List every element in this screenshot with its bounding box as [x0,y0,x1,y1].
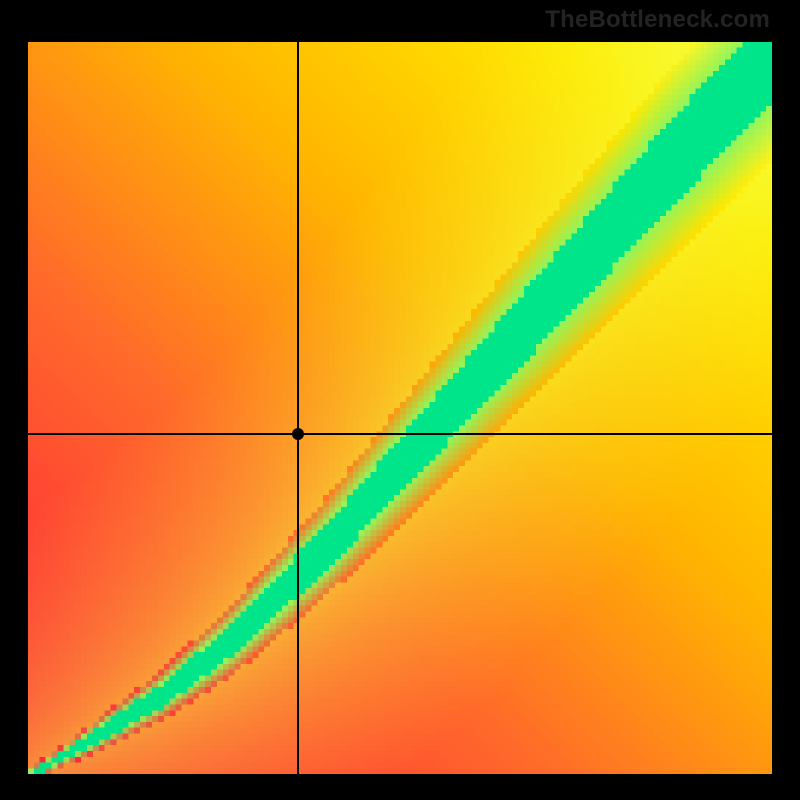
crosshair-dot [292,428,304,440]
watermark-text: TheBottleneck.com [545,6,770,34]
crosshair-horizontal [22,433,778,435]
plot-border [22,36,778,780]
crosshair-vertical [297,36,299,780]
